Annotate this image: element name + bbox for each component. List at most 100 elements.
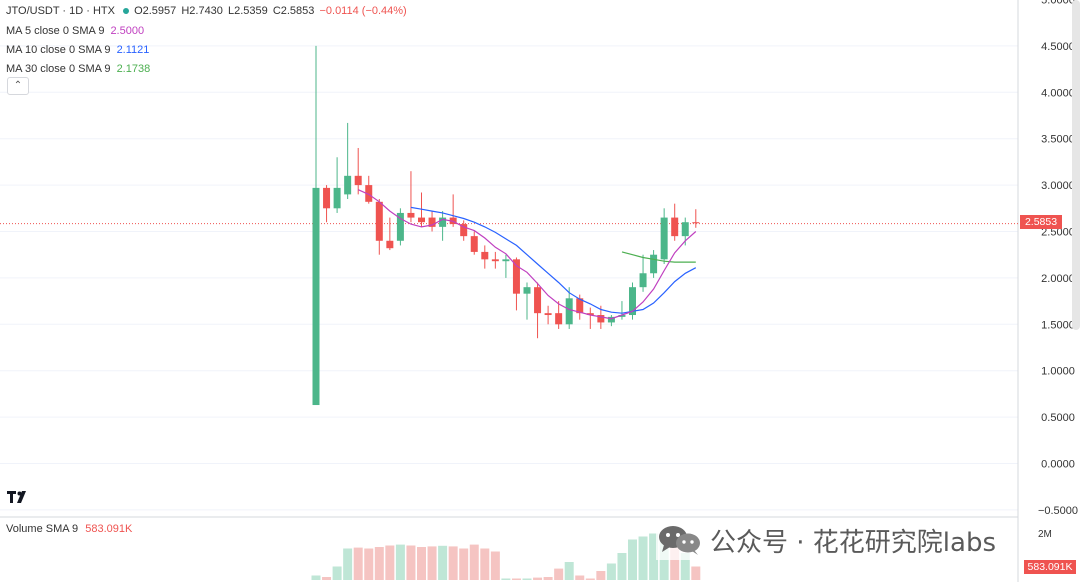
tradingview-logo-icon[interactable] [7,489,31,507]
last-price-tag: 2.5853 [1020,215,1062,229]
volume-bar [427,546,437,580]
open-value: O2.5957 [134,5,177,17]
close-value: C2.5853 [272,5,315,17]
indicator-label: MA 5 close 0 SMA 9 [6,25,105,37]
volume-bar [438,545,448,580]
volume-bar [395,544,405,580]
candle-body [386,240,394,249]
volume-bar [533,577,543,580]
volume-bar [522,578,532,580]
candle-body [407,212,415,218]
candle-body [312,187,320,406]
y-tick-label: −0.5000 [1038,505,1078,517]
indicator-ma10[interactable]: MA 10 close 0 SMA 9 2.1121 [6,44,149,56]
y-tick-label: 2.5000 [1041,227,1075,239]
candle-body [618,315,626,317]
candle-body [629,287,636,316]
indicator-value: 2.1121 [116,44,150,56]
candle-body [428,217,436,227]
volume-value: 583.091K [85,523,133,535]
candle-body [660,217,668,260]
candle-body [671,217,679,237]
volume-bar [406,545,416,580]
scrollbar[interactable] [1072,0,1080,330]
volume-bar [606,563,616,580]
y-tick-label: 3.5000 [1041,134,1075,146]
y-tick-label: 1.0000 [1041,366,1075,378]
volume-bar [332,566,342,580]
candle-body [396,212,404,241]
volume-bar [459,548,469,580]
y-tick-label: 1.5000 [1041,319,1075,331]
volume-bar [680,553,690,580]
low-value: L2.5359 [227,5,268,17]
candle-body [544,313,552,316]
candle-body [555,313,563,325]
volume-bar [374,547,384,580]
ma10-line [410,206,697,314]
volume-bar [480,548,490,580]
candle-body [375,201,383,241]
volume-bar [575,575,585,580]
volume-bar [469,544,479,580]
volume-bar [448,546,458,580]
candle-body [323,187,331,209]
chevron-up-icon: ⌃ [13,80,23,91]
wechat-icon [656,524,704,556]
volume-bar [554,568,564,580]
volume-price-tag: 583.091K [1024,560,1076,574]
candle-body [681,222,689,237]
y-tick-label: 5.0000 [1041,0,1075,7]
candle-body [460,224,468,237]
volume-bar [691,566,701,580]
indicator-ma5[interactable]: MA 5 close 0 SMA 9 2.5000 [6,25,144,37]
y-tick-label: 4.5000 [1041,41,1075,53]
y-tick-label: 0.5000 [1041,412,1075,424]
indicator-value: 2.5000 [110,25,145,37]
volume-bar [585,578,595,580]
indicator-ma30[interactable]: MA 30 close 0 SMA 9 2.1738 [6,63,150,75]
ma30-line [621,251,696,263]
volume-bar [511,578,521,580]
volume-bar [501,578,511,580]
candle-body [439,217,447,227]
candle-body [534,287,542,314]
volume-bar [649,533,659,580]
candle-body [650,254,658,274]
candle-body [491,259,499,262]
volume-bar [490,551,500,580]
y-tick-label: 4.0000 [1041,87,1075,99]
symbol-legend: JTO/USDT · 1D · HTX O2.5957 H2.7430 L2.5… [6,5,409,17]
candle-body [344,175,352,195]
change-value: −0.0114 (−0.44%) [319,5,407,17]
candle-body [481,251,489,260]
y-tick-label: 0.0000 [1041,459,1075,471]
ma5-line [357,189,697,320]
candle-body [418,217,425,223]
candle-body [365,185,373,202]
candle-body [565,298,573,325]
volume-bar [564,562,574,580]
watermark: 公众号 · 花花研究院labs [656,520,1001,560]
y-tick-label: 3.0000 [1041,180,1075,192]
candle-body [607,316,615,323]
candle-body [692,222,700,224]
watermark-text: 公众号 · 花花研究院labs [710,527,997,558]
volume-bar [364,548,374,580]
candle-body [576,298,584,314]
volume-bar [385,545,395,580]
volume-bar [311,575,321,580]
volume-bar [322,577,332,580]
indicator-label: MA 10 close 0 SMA 9 [6,44,111,56]
collapse-legend-button[interactable]: ⌃ [7,77,29,95]
volume-bar [343,548,353,580]
volume-legend[interactable]: Volume SMA 9 583.091K [6,523,132,535]
candle-body [639,273,647,288]
volume-bar [628,539,637,580]
volume-bar [353,547,363,580]
volume-bar [596,571,606,580]
candle-body [333,187,341,209]
volume-bar [617,553,627,580]
candle-body [354,175,362,186]
